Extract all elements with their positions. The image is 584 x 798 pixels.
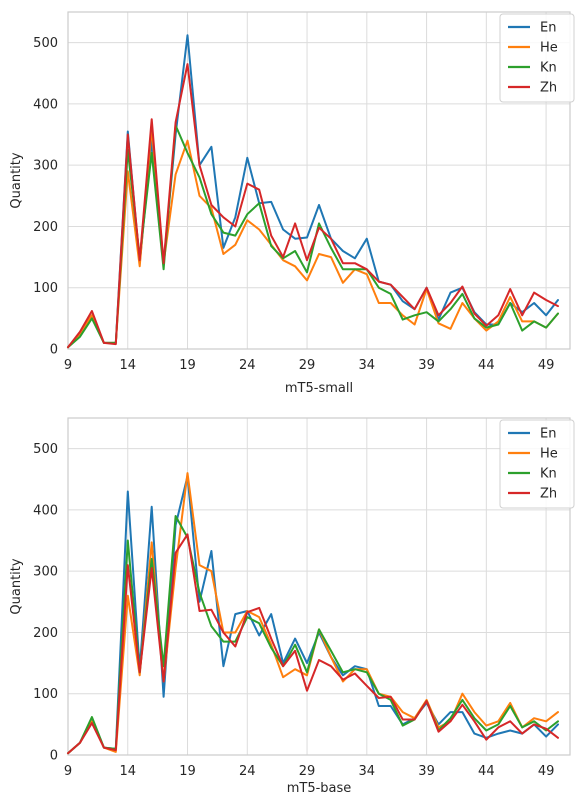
y-tick-label: 0 (50, 343, 58, 358)
series-line-en (67, 34, 559, 349)
chart-panel-2: 0 100 200 300 400 500 9 14 19 24 29 34 39 44 49 mT5-bas… (9, 417, 575, 796)
y-tick-label: 0 (50, 749, 58, 764)
x-tick-label: 9 (64, 764, 72, 779)
y-tick-label: 500 (33, 442, 58, 457)
y-tick-label: 300 (33, 159, 58, 174)
series-line-he (67, 472, 559, 755)
legend-label-zh: Zh (540, 487, 557, 502)
chart-panel-1: 0 100 200 300 400 500 9 14 19 24 29 34 39 44 49 mT5-sma… (9, 11, 575, 396)
legend: En He Kn Zh (499, 13, 575, 103)
legend-box (499, 13, 575, 103)
x-axis-label: mT5-small (285, 381, 353, 396)
x-tick-label: 29 (299, 358, 316, 373)
legend-label-en: En (540, 427, 556, 442)
legend-box (499, 419, 575, 509)
legend: En He Kn Zh (499, 419, 575, 509)
x-tick-label: 49 (538, 358, 555, 373)
x-tick-label: 9 (64, 358, 72, 373)
x-tick-label: 34 (359, 358, 376, 373)
x-tick-label: 39 (418, 358, 435, 373)
y-tick-label: 400 (33, 97, 58, 112)
series-line-en (67, 475, 559, 755)
y-tick-label: 500 (33, 36, 58, 51)
legend-label-kn: Kn (540, 61, 557, 76)
y-tick-label: 400 (33, 503, 58, 518)
x-tick-label: 29 (299, 764, 316, 779)
x-tick-label: 44 (478, 358, 495, 373)
x-tick-label: 14 (119, 764, 136, 779)
x-axis-label: mT5-base (287, 781, 352, 796)
x-tick-label: 19 (179, 358, 196, 373)
x-tick-label: 14 (119, 358, 136, 373)
y-tick-label: 200 (33, 220, 58, 235)
legend-label-he: He (540, 447, 558, 462)
y-tick-label: 100 (33, 687, 58, 702)
series-line-zh (67, 533, 559, 755)
plot-frame (67, 11, 571, 350)
x-tick-label: 49 (538, 764, 555, 779)
legend-label-kn: Kn (540, 467, 557, 482)
x-tick-label: 34 (359, 764, 376, 779)
series-line-zh (67, 63, 559, 349)
x-tick-label: 19 (179, 764, 196, 779)
y-axis-label: Quantity (9, 152, 24, 208)
y-tick-label: 300 (33, 565, 58, 580)
y-tick-label: 200 (33, 626, 58, 641)
plot-frame (67, 417, 571, 756)
x-tick-label: 24 (239, 358, 256, 373)
x-tick-label: 39 (418, 764, 435, 779)
legend-label-zh: Zh (540, 81, 557, 96)
x-tick-label: 44 (478, 764, 495, 779)
y-axis-label: Quantity (9, 558, 24, 614)
legend-label-en: En (540, 21, 556, 36)
series-line-kn (67, 124, 559, 349)
y-tick-label: 100 (33, 281, 58, 296)
x-tick-label: 24 (239, 764, 256, 779)
legend-label-he: He (540, 41, 558, 56)
